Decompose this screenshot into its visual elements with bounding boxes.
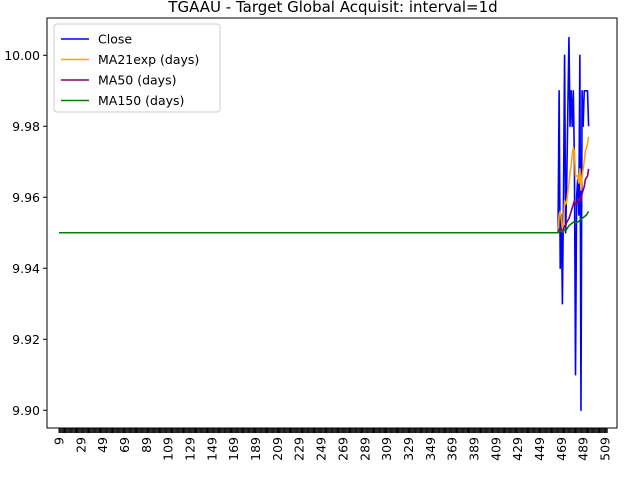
- x-tick-label: 9: [52, 437, 67, 445]
- chart-title: TGAAU - Target Global Acquisit: interval…: [167, 0, 497, 16]
- x-tick-label: 469: [554, 437, 569, 461]
- legend-label-2: MA50 (days): [98, 73, 176, 88]
- x-tick-label: 29: [73, 437, 88, 453]
- x-tick-label: 409: [488, 437, 503, 461]
- x-tick-label: 69: [117, 437, 132, 453]
- y-axis: 9.90 9.92 9.94 9.96 9.98 10.00: [4, 48, 47, 418]
- y-tick-label: 10.00: [4, 48, 40, 63]
- x-tick-label: 389: [466, 437, 481, 461]
- x-tick-label: 169: [226, 437, 241, 461]
- x-tick-label: 249: [314, 437, 329, 461]
- x-axis: 9 29 49 69 89 109 129 149 169 189 209 229 249 269 289 3…: [52, 428, 612, 461]
- x-tick-label: 429: [510, 437, 525, 461]
- x-tick-label: 309: [379, 437, 394, 461]
- x-minor-ticks: [58, 428, 608, 433]
- series-line-2: [59, 168, 590, 234]
- y-tick-label: 9.92: [12, 332, 40, 347]
- x-tick-label: 189: [248, 437, 263, 461]
- y-tick-label: 9.90: [12, 403, 40, 418]
- x-tick-label: 209: [270, 437, 285, 461]
- x-tick-label: 229: [292, 437, 307, 461]
- series-line-3: [59, 211, 590, 234]
- legend-label-0: Close: [98, 32, 132, 47]
- x-tick-label: 329: [401, 437, 416, 461]
- series-line-1: [59, 136, 590, 234]
- x-tick-label: 129: [183, 437, 198, 461]
- legend-label-3: MA150 (days): [98, 93, 184, 108]
- x-tick-label: 449: [532, 437, 547, 461]
- y-tick-label: 9.94: [12, 261, 40, 276]
- legend: Close MA21exp (days) MA50 (days) MA150 (day…: [53, 23, 221, 113]
- x-tick-label: 489: [576, 437, 591, 461]
- x-tick-label: 289: [357, 437, 372, 461]
- x-tick-label: 149: [204, 437, 219, 461]
- x-tick-label: 509: [597, 437, 612, 461]
- x-tick-label: 369: [445, 437, 460, 461]
- x-tick-label: 269: [335, 437, 350, 461]
- y-tick-label: 9.96: [12, 190, 40, 205]
- y-tick-label: 9.98: [12, 119, 40, 134]
- legend-box: [53, 23, 221, 113]
- x-tick-label: 109: [161, 437, 176, 461]
- x-tick-label: 349: [423, 437, 438, 461]
- series-line-0: [59, 36, 590, 412]
- x-tick-label: 49: [95, 437, 110, 453]
- legend-label-1: MA21exp (days): [98, 52, 199, 67]
- x-tick-label: 89: [139, 437, 154, 453]
